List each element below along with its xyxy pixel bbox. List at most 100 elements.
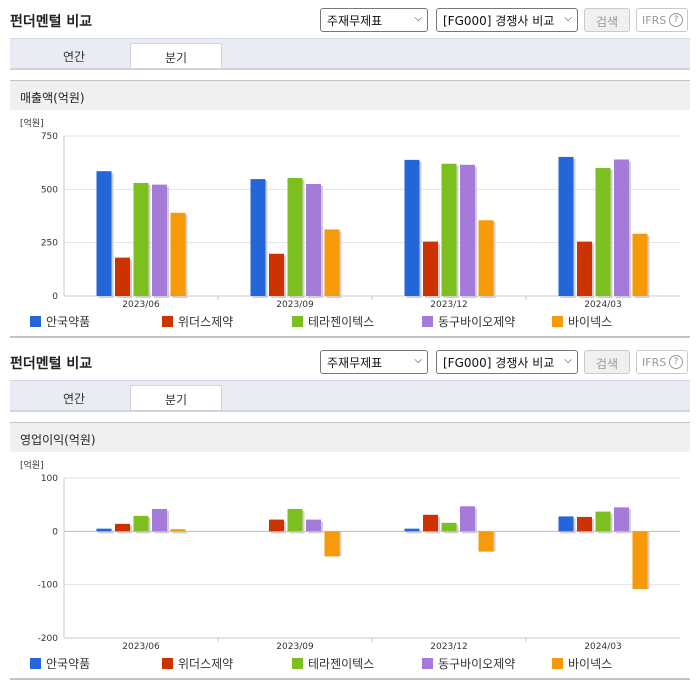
legend-label: 안국약품 <box>46 657 91 671</box>
help-icon: ? <box>669 13 683 27</box>
bar <box>404 528 420 532</box>
search-button[interactable]: 검색 <box>584 8 630 32</box>
x-tick-label: 2023/06 <box>122 642 160 652</box>
ifrs-help-button[interactable]: IFRS ? <box>636 8 688 32</box>
bar <box>478 220 494 296</box>
bar <box>170 212 186 296</box>
section-title: 영업이익(억원) <box>10 422 690 452</box>
legend-item[interactable]: 바이넥스 <box>552 655 612 672</box>
tab-annual[interactable]: 연간 <box>62 392 86 406</box>
bar <box>115 523 130 532</box>
chevron-down-icon: ⌵ <box>414 355 422 366</box>
legend-item[interactable]: 위더스제약 <box>162 313 233 330</box>
fundamental-panel-revenue: 펀더멘털 비교 주재무제표 ⌵ [FG000] 경쟁사 비교 ⌵ 검색 IFRS… <box>0 0 696 340</box>
x-tick-label: 2023/09 <box>276 300 314 310</box>
bar <box>558 156 574 296</box>
panel-title: 펀더멘털 비교 <box>10 14 93 30</box>
bar <box>404 159 420 296</box>
chevron-down-icon: ⌵ <box>414 13 422 24</box>
bar <box>269 519 284 532</box>
bar <box>96 528 112 532</box>
bar <box>460 164 475 296</box>
search-button[interactable]: 검색 <box>584 350 630 374</box>
panel-title: 펀더멘털 비교 <box>10 356 93 372</box>
legend-swatch <box>422 316 433 327</box>
bar <box>152 508 167 532</box>
help-icon: ? <box>669 355 683 369</box>
legend-swatch <box>552 658 563 669</box>
bar <box>595 511 611 532</box>
tab-divider <box>10 68 690 70</box>
legend-swatch <box>162 658 173 669</box>
bar <box>478 531 494 552</box>
y-tick-label: 750 <box>41 132 58 142</box>
bar <box>306 519 321 532</box>
legend-item[interactable]: 안국약품 <box>30 655 90 672</box>
bar <box>133 182 149 296</box>
bar-shadow <box>406 530 422 534</box>
legend-label: 동구바이오제약 <box>438 315 516 329</box>
period-tabs: 연간 분기 <box>10 380 690 411</box>
bar <box>441 163 457 296</box>
bar <box>632 531 648 589</box>
panel-bottom-border <box>10 336 690 338</box>
unit-label: [억원] <box>20 459 44 471</box>
operating-profit-chart: [억원] -200 -100 0 100 2023/06 2023/09 2023/12 202… <box>20 459 680 652</box>
statement-select-value: 주재무제표 <box>327 356 383 370</box>
y-tick-label: -200 <box>38 634 59 644</box>
y-tick-label: 250 <box>41 239 58 249</box>
legend-item[interactable]: 테라젠이텍스 <box>292 655 374 672</box>
legend-label: 바이넥스 <box>568 315 613 329</box>
legend-label: 위더스제약 <box>178 657 234 671</box>
legend-label: 동구바이오제약 <box>438 657 516 671</box>
bar <box>441 522 457 532</box>
x-tick-label: 2023/09 <box>276 642 314 652</box>
x-tick-label: 2024/03 <box>584 642 621 652</box>
bar-shadow <box>98 530 114 534</box>
y-tick-label: 100 <box>41 474 58 484</box>
legend-label: 테라젠이텍스 <box>308 657 375 671</box>
legend-item[interactable]: 동구바이오제약 <box>422 313 515 330</box>
chart-legend: 안국약품 위더스제약 테라젠이텍스 동구바이오제약 바이넥스 <box>30 313 690 331</box>
tab-annual[interactable]: 연간 <box>62 50 86 64</box>
legend-swatch <box>30 316 41 327</box>
legend-item[interactable]: 바이넥스 <box>552 313 612 330</box>
legend-label: 안국약품 <box>46 315 91 329</box>
legend-item[interactable]: 동구바이오제약 <box>422 655 515 672</box>
legend-item[interactable]: 위더스제약 <box>162 655 233 672</box>
bar <box>115 257 130 296</box>
bar <box>133 515 149 532</box>
peer-group-select-value: [FG000] 경쟁사 비교 <box>443 14 555 28</box>
ifrs-label: IFRS <box>642 14 667 27</box>
peer-group-select-value: [FG000] 경쟁사 비교 <box>443 356 555 370</box>
bar <box>96 171 112 296</box>
bar <box>306 184 321 296</box>
legend-item[interactable]: 안국약품 <box>30 313 90 330</box>
ifrs-help-button[interactable]: IFRS ? <box>636 350 688 374</box>
legend-swatch <box>292 316 303 327</box>
legend-item[interactable]: 테라젠이텍스 <box>292 313 374 330</box>
bar <box>170 529 186 532</box>
panel-bottom-border <box>10 678 690 680</box>
panel-header: 펀더멘털 비교 주재무제표 ⌵ [FG000] 경쟁사 비교 ⌵ 검색 IFRS… <box>0 0 696 34</box>
bar <box>595 168 611 296</box>
bar <box>287 508 303 532</box>
legend-swatch <box>292 658 303 669</box>
y-tick-label: -100 <box>38 581 59 591</box>
chevron-down-icon: ⌵ <box>564 13 572 24</box>
bar <box>614 507 629 532</box>
chart-legend: 안국약품 위더스제약 테라젠이텍스 동구바이오제약 바이넥스 <box>30 655 690 673</box>
peer-group-select[interactable]: [FG000] 경쟁사 비교 ⌵ <box>436 350 578 374</box>
legend-swatch <box>422 658 433 669</box>
section-title: 매출액(억원) <box>10 80 690 110</box>
statement-select[interactable]: 주재무제표 ⌵ <box>320 8 428 32</box>
legend-label: 바이넥스 <box>568 657 613 671</box>
tab-divider <box>10 410 690 412</box>
bar <box>632 233 648 296</box>
period-tabs: 연간 분기 <box>10 38 690 69</box>
tab-quarterly[interactable]: 분기 <box>130 43 222 69</box>
peer-group-select[interactable]: [FG000] 경쟁사 비교 ⌵ <box>436 8 578 32</box>
fundamental-panel-operating-profit: 펀더멘털 비교 주재무제표 ⌵ [FG000] 경쟁사 비교 ⌵ 검색 IFRS… <box>0 342 696 684</box>
tab-quarterly[interactable]: 분기 <box>130 385 222 411</box>
statement-select[interactable]: 주재무제표 ⌵ <box>320 350 428 374</box>
